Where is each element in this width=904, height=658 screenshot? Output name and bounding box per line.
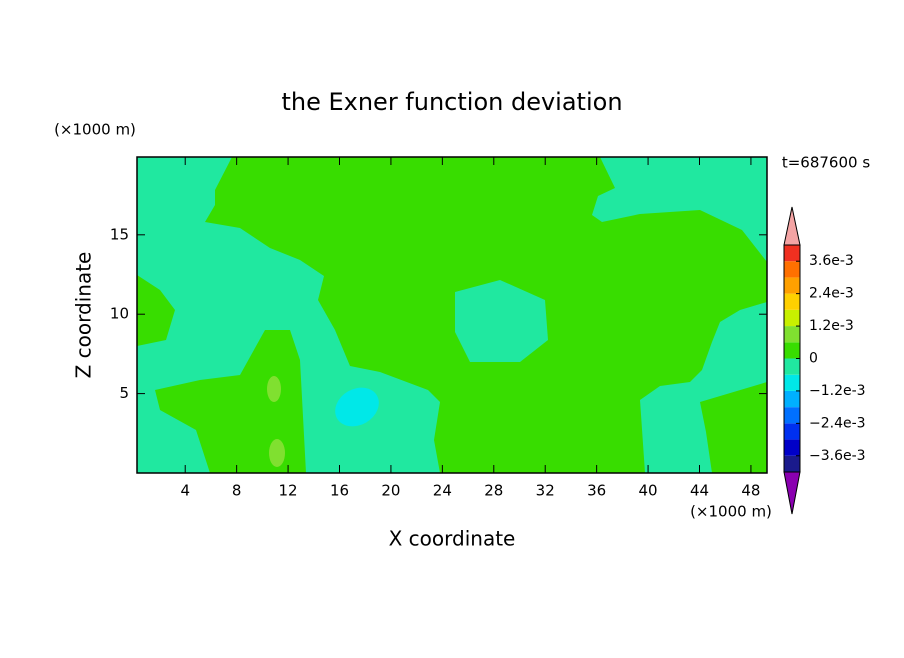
y-tick-label: 10 [110,305,129,323]
colorbar-tick-label: −1.2e-3 [809,383,866,399]
contour-region [267,376,281,402]
contour-region [700,382,767,473]
colorbar-box [784,326,800,343]
colorbar-box [784,293,800,310]
y-axis-label: Z coordinate [72,252,96,379]
colorbar-box [784,342,800,359]
colorbar-tick-label: 0 [809,351,818,367]
x-tick-label: 28 [484,482,503,500]
colorbar-box [784,277,800,294]
colorbar-tick-label: −3.6e-3 [809,448,866,464]
colorbar-box [784,245,800,262]
contour-region [155,330,306,473]
colorbar-tick-label: 3.6e-3 [809,253,854,269]
colorbar-tick-label: 2.4e-3 [809,286,854,302]
x-tick-label: 16 [330,482,349,500]
x-tick-label: 12 [279,482,298,500]
x-tick-label: 20 [381,482,400,500]
colorbar-box [784,439,800,456]
time-label: t=687600 s [782,154,870,172]
x-tick-label: 36 [587,482,606,500]
colorbar-under [783,471,801,515]
colorbar-box [784,455,800,472]
y-unit: (×1000 m) [54,121,136,139]
x-tick-label: 44 [690,482,709,500]
x-unit: (×1000 m) [690,503,772,521]
x-tick-label: 4 [180,482,190,500]
colorbar-over [783,206,801,246]
x-axis-label: X coordinate [389,527,516,551]
x-tick-label: 48 [741,482,760,500]
y-tick-label: 15 [110,225,129,243]
colorbar-box [784,390,800,408]
colorbar-tick-label: −2.4e-3 [809,415,866,431]
colorbar-box [784,261,800,278]
chart-title: the Exner function deviation [281,88,622,116]
colorbar-box [784,358,800,375]
colorbar-tick-label: 1.2e-3 [809,318,854,334]
contour-region [455,280,548,362]
y-tick-label: 5 [119,384,129,402]
contour-region [269,439,285,467]
colorbar-box [784,374,800,391]
x-tick-label: 8 [232,482,242,500]
plot-frame [136,156,768,474]
contour-region [335,387,379,427]
colorbar-box [784,407,800,424]
contour-region [137,275,175,346]
x-tick-label: 32 [536,482,555,500]
x-tick-label: 24 [433,482,452,500]
x-tick-label: 40 [639,482,658,500]
colorbar-box [784,309,800,327]
colorbar-box [784,423,800,440]
